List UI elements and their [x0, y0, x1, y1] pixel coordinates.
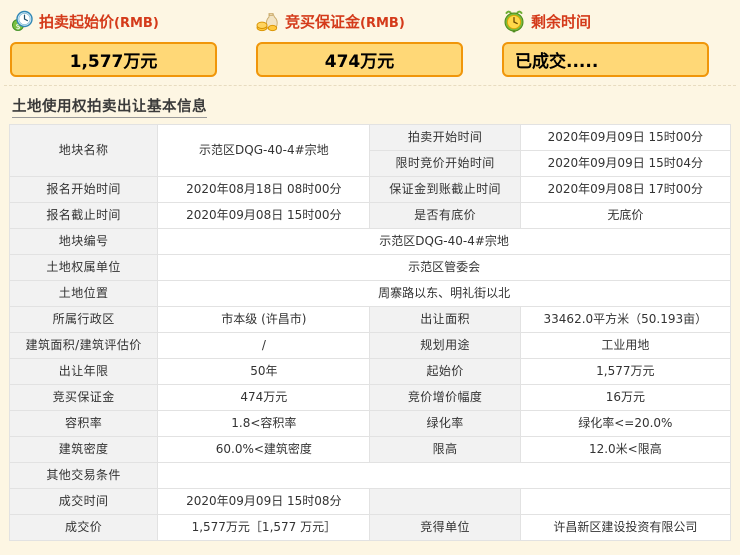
- table-cell-value: 12.0米<限高: [519, 436, 732, 463]
- table-cell-value: /: [157, 332, 371, 359]
- table-row: 其他交易条件: [8, 462, 731, 489]
- table-cell-value: 16万元: [519, 384, 732, 411]
- summary-label: 拍卖起始价(RMB): [39, 12, 159, 31]
- money-bag-coins-icon: [256, 9, 280, 33]
- table-cell-value: 2020年09月08日 15时00分: [157, 202, 371, 229]
- page-title: 土地使用权拍卖出让基本信息: [12, 95, 207, 118]
- table-cell-value: 50年: [157, 358, 371, 385]
- table-cell-value: 2020年09月09日 15时08分: [157, 488, 371, 515]
- table-cell-label: 拍卖开始时间: [369, 124, 521, 151]
- table-row: 土地权属单位 示范区管委会: [8, 254, 731, 281]
- table-cell-label: 地块名称: [8, 124, 159, 177]
- table-cell-value: 60.0%<建筑密度: [157, 436, 371, 463]
- table-body: 地块名称 示范区DQG-40-4#宗地 拍卖开始时间 2020年09月09日 15时0…: [8, 124, 732, 541]
- table-row: 竞买保证金 474万元 竞价增价幅度 16万元: [8, 384, 732, 411]
- table-cell-label: 报名开始时间: [8, 176, 159, 203]
- table-cell-value: 1.8<容积率: [157, 410, 371, 437]
- table-cell-value: 2020年09月08日 17时00分: [519, 176, 732, 203]
- summary-header: 竞买保证金(RMB): [256, 6, 492, 36]
- table-cell-label: 竞得单位: [369, 514, 521, 541]
- start-price-value-box: 1,577万元: [10, 42, 217, 77]
- table-cell-value: 2020年08月18日 08时00分: [157, 176, 371, 203]
- table-cell-value: 绿化率<=20.0%: [519, 410, 732, 437]
- deposit-value-box: 474万元: [256, 42, 463, 77]
- table-row: 地块名称 示范区DQG-40-4#宗地 拍卖开始时间 2020年09月09日 15时0…: [8, 124, 732, 177]
- table-row: 土地位置 周寨路以东、明礼街以北: [8, 280, 731, 307]
- table-cell-value: 33462.0平方米（50.193亩）: [519, 306, 732, 333]
- table-cell-label: 成交时间: [8, 488, 159, 515]
- alarm-clock-icon: [502, 9, 526, 33]
- table-cell-label: 建筑面积/建筑评估价: [8, 332, 159, 359]
- table-cell-label: [369, 488, 521, 515]
- info-table-wrap: 地块名称 示范区DQG-40-4#宗地 拍卖开始时间 2020年09月09日 15时0…: [0, 124, 740, 541]
- table-cell-value: 2020年09月09日 15时00分: [519, 124, 732, 151]
- table-cell-label: 其他交易条件: [8, 462, 159, 489]
- table-cell-label: 所属行政区: [8, 306, 159, 333]
- table-cell-value: 474万元: [157, 384, 371, 411]
- table-row: 所属行政区 市本级 (许昌市) 出让面积 33462.0平方米（50.193亩）: [8, 306, 732, 333]
- summary-card-start-price: $ 拍卖起始价(RMB) 1,577万元: [0, 6, 246, 77]
- table-cell-value: [157, 462, 731, 489]
- table-cell-label: 报名截止时间: [8, 202, 159, 229]
- table-row: 成交价 1,577万元［1,577 万元］ 竞得单位 许昌新区建设投资有限公司: [8, 514, 732, 541]
- table-cell-label: 保证金到账截止时间: [369, 176, 521, 203]
- table-row: 限时竞价开始时间 2020年09月09日 15时04分: [10, 150, 732, 177]
- table-cell-value: 示范区DQG-40-4#宗地: [157, 228, 731, 255]
- table-cell-label: 建筑密度: [8, 436, 159, 463]
- table-cell-label: 竞价增价幅度: [369, 384, 521, 411]
- table-cell-label: 限时竞价开始时间: [369, 150, 521, 177]
- summary-unit: (RMB): [114, 15, 159, 31]
- table-cell-label: 起始价: [369, 358, 521, 385]
- table-cell-value: 2020年09月09日 15时04分: [519, 150, 732, 177]
- table-cell-value: 示范区管委会: [157, 254, 731, 281]
- table-cell-value: 周寨路以东、明礼街以北: [157, 280, 731, 307]
- table-cell-label: 绿化率: [369, 410, 521, 437]
- table-cell-label: 是否有底价: [369, 202, 521, 229]
- table-cell-label: 容积率: [8, 410, 159, 437]
- table-cell-label: 成交价: [8, 514, 159, 541]
- summary-card-deposit: 竞买保证金(RMB) 474万元: [246, 6, 492, 77]
- divider: [4, 85, 736, 86]
- table-cell-label: 土地权属单位: [8, 254, 159, 281]
- summary-strip: $ 拍卖起始价(RMB) 1,577万元: [0, 0, 740, 77]
- table-row: 地块编号 示范区DQG-40-4#宗地: [8, 228, 731, 255]
- summary-header: $ 拍卖起始价(RMB): [10, 6, 246, 36]
- table-cell-label: 竞买保证金: [8, 384, 159, 411]
- table-cell-value: 市本级 (许昌市): [157, 306, 371, 333]
- remaining-time-value-box: 已成交.....: [502, 42, 709, 77]
- table-row: 建筑密度 60.0%<建筑密度 限高 12.0米<限高: [8, 436, 732, 463]
- table-cell-label: 出让面积: [369, 306, 521, 333]
- clock-money-icon: $: [10, 9, 34, 33]
- table-row: 容积率 1.8<容积率 绿化率 绿化率<=20.0%: [8, 410, 732, 437]
- table-row: 建筑面积/建筑评估价 / 规划用途 工业用地: [8, 332, 732, 359]
- table-cell-value: 许昌新区建设投资有限公司: [519, 514, 732, 541]
- land-auction-info-table: 地块名称 示范区DQG-40-4#宗地 拍卖开始时间 2020年09月09日 15时0…: [8, 124, 732, 541]
- svg-text:$: $: [15, 22, 20, 31]
- table-cell-label: 规划用途: [369, 332, 521, 359]
- summary-card-remaining-time: 剩余时间 已成交.....: [492, 6, 738, 77]
- table-row: 成交时间 2020年09月09日 15时08分: [8, 488, 732, 515]
- summary-unit: (RMB): [360, 15, 405, 31]
- table-cell-value: 示范区DQG-40-4#宗地: [157, 124, 371, 177]
- table-row: 报名开始时间 2020年08月18日 08时00分 保证金到账截止时间 2020年09…: [8, 176, 732, 203]
- table-cell-value: [519, 488, 732, 515]
- table-cell-label: 地块编号: [8, 228, 159, 255]
- summary-header: 剩余时间: [502, 6, 738, 36]
- table-cell-label: 土地位置: [8, 280, 159, 307]
- table-row: 出让年限 50年 起始价 1,577万元: [8, 358, 732, 385]
- summary-label: 竞买保证金(RMB): [285, 12, 405, 31]
- summary-label: 剩余时间: [531, 12, 592, 31]
- table-cell-value: 1,577万元: [519, 358, 732, 385]
- table-row: 报名截止时间 2020年09月08日 15时00分 是否有底价 无底价: [8, 202, 732, 229]
- table-cell-value: 1,577万元［1,577 万元］: [157, 514, 371, 541]
- table-cell-value: 无底价: [519, 202, 732, 229]
- table-cell-label: 限高: [369, 436, 521, 463]
- table-cell-value: 工业用地: [519, 332, 732, 359]
- table-cell-label: 出让年限: [8, 358, 159, 385]
